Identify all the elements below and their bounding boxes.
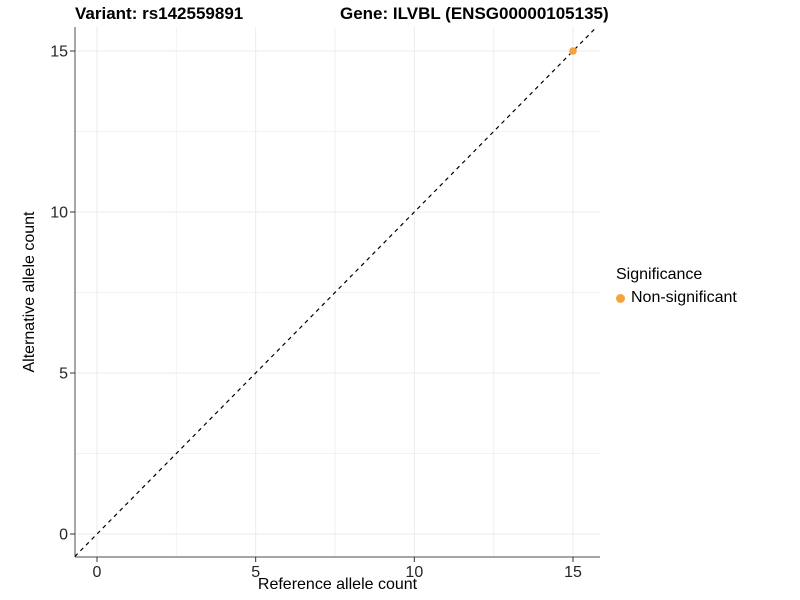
svg-text:15: 15 [50, 44, 68, 61]
gridlines [75, 27, 600, 557]
legend-item-non-significant: Non-significant [616, 289, 737, 307]
data-point [569, 47, 577, 55]
svg-text:15: 15 [564, 564, 582, 581]
svg-text:0: 0 [59, 527, 68, 544]
svg-text:5: 5 [59, 366, 68, 383]
tick-marks [70, 50, 574, 562]
plot-title-gene: Gene: ILVBL (ENSG00000105135) [340, 4, 609, 23]
svg-text:5: 5 [251, 564, 260, 581]
plot-title-variant: Variant: rs142559891 [75, 4, 244, 23]
legend-title: Significance [616, 266, 703, 283]
legend-marker-circle-icon [616, 293, 625, 303]
legend: Significance Non-significant [616, 266, 737, 307]
axis-lines [74, 27, 600, 558]
legend-entry-label: Non-significant [631, 289, 737, 306]
svg-text:10: 10 [50, 205, 68, 222]
identity-line [75, 27, 598, 557]
y-axis-label: Alternative allele count [21, 211, 38, 373]
svg-text:0: 0 [93, 564, 102, 581]
svg-text:10: 10 [405, 564, 423, 581]
tick-labels: 0 5 10 15 0 5 10 15 [50, 44, 582, 582]
x-axis-label: Reference allele count [257, 576, 418, 593]
